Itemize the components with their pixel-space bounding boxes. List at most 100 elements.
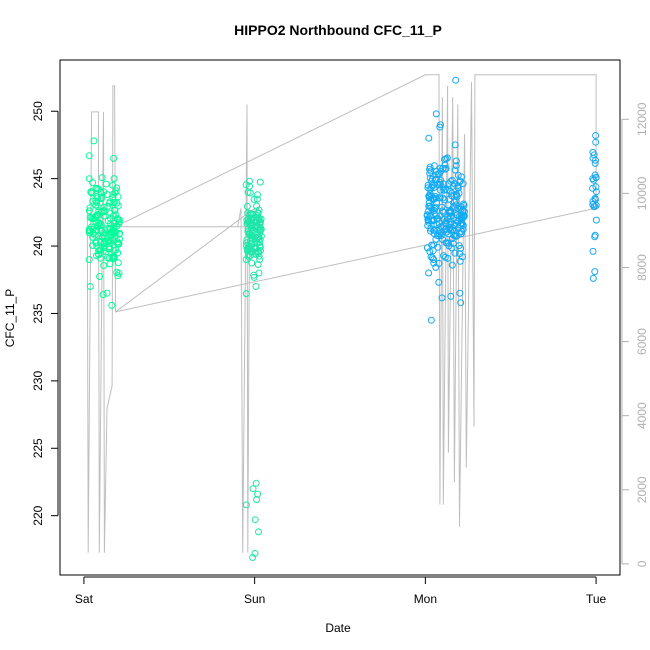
data-point-sat-113 bbox=[97, 195, 105, 203]
y2-tick-label-2: 4000 bbox=[635, 402, 649, 429]
y2-axis: 0 2000 4000 6000 8000 10000 12000 bbox=[621, 102, 649, 567]
data-point-mon-124 bbox=[452, 162, 460, 170]
data-point-tue-24 bbox=[589, 184, 597, 192]
data-point-mon-233 bbox=[432, 110, 440, 118]
data-point-sat-56 bbox=[92, 197, 100, 205]
chart-title: HIPPO2 Northbound CFC_11_P bbox=[234, 22, 442, 38]
data-point-mon-234 bbox=[452, 76, 460, 84]
data-point-sat-84 bbox=[95, 219, 103, 227]
data-point-sun-91 bbox=[253, 195, 261, 203]
x-tick-label-3: Tue bbox=[586, 592, 607, 606]
data-point-sat-124 bbox=[100, 212, 108, 220]
data-point-mon-153 bbox=[440, 215, 448, 223]
data-point-sun-108 bbox=[248, 232, 256, 239]
data-point-mon-237 bbox=[451, 141, 459, 149]
data-point-mon-110 bbox=[447, 292, 455, 300]
data-point-tue-6 bbox=[591, 159, 599, 167]
data-point-sat-144 bbox=[115, 240, 123, 248]
data-point-sat-81 bbox=[114, 202, 122, 210]
x-tick-label-0: Sat bbox=[75, 592, 94, 606]
data-point-sun-119 bbox=[254, 226, 262, 234]
data-point-sat-112 bbox=[89, 179, 97, 187]
data-point-tue-17 bbox=[589, 175, 597, 183]
data-point-sat-150 bbox=[89, 214, 97, 222]
data-point-mon-215 bbox=[436, 212, 444, 220]
data-point-mon-212 bbox=[447, 209, 455, 217]
data-point-mon-87 bbox=[426, 185, 434, 193]
data-point-mon-191 bbox=[454, 204, 462, 212]
data-point-mon-126 bbox=[429, 194, 437, 202]
data-point-sat-95 bbox=[89, 242, 97, 249]
data-point-tue-28 bbox=[592, 138, 600, 146]
data-point-mon-220 bbox=[456, 177, 464, 185]
data-point-mon-194 bbox=[449, 226, 457, 234]
data-point-tue-21 bbox=[591, 231, 599, 239]
y-tick-label-1: 225 bbox=[31, 438, 45, 458]
data-point-mon-166 bbox=[449, 240, 457, 247]
data-point-sat-114 bbox=[113, 240, 121, 247]
data-point-sun-85 bbox=[243, 220, 251, 228]
data-point-sun-43 bbox=[250, 196, 258, 203]
data-point-mon-131 bbox=[424, 222, 432, 229]
data-point-mon-96 bbox=[443, 154, 451, 162]
data-point-sat-156 bbox=[107, 220, 114, 228]
y2-tick-label-6: 12000 bbox=[635, 102, 649, 136]
data-point-mon-139 bbox=[441, 253, 449, 261]
data-point-mon-184 bbox=[451, 249, 459, 257]
data-point-sun-127 bbox=[251, 516, 259, 524]
data-point-sat-125 bbox=[107, 237, 115, 245]
data-point-mon-188 bbox=[441, 165, 449, 173]
data-point-mon-79 bbox=[441, 196, 448, 204]
data-point-mon-172 bbox=[455, 242, 463, 250]
data-point-mon-107 bbox=[427, 253, 435, 261]
data-point-sat-92 bbox=[100, 239, 108, 247]
data-point-tue-23 bbox=[589, 197, 597, 205]
data-point-mon-229 bbox=[437, 232, 445, 239]
y-tick-label-3: 235 bbox=[31, 303, 45, 323]
data-point-tue-20 bbox=[592, 173, 600, 181]
data-point-mon-221 bbox=[423, 211, 431, 219]
data-point-sat-137 bbox=[105, 245, 113, 253]
data-point-mon-155 bbox=[435, 230, 443, 238]
data-point-sat-96 bbox=[109, 193, 117, 201]
data-point-mon-232 bbox=[435, 278, 443, 286]
y-tick-label-4: 240 bbox=[31, 236, 45, 256]
x-tick-label-2: Mon bbox=[414, 592, 437, 606]
data-point-sat-94 bbox=[105, 229, 113, 237]
data-point-mon-206 bbox=[451, 232, 459, 240]
data-point-mon-168 bbox=[453, 193, 461, 201]
data-point-sat-159 bbox=[86, 227, 94, 235]
data-point-sat-106 bbox=[110, 198, 118, 206]
data-point-sat-27 bbox=[114, 259, 122, 267]
data-point-mon-225 bbox=[451, 166, 459, 174]
y-axis-label: CFC_11_P bbox=[3, 289, 17, 347]
data-point-mon-121 bbox=[433, 199, 440, 207]
data-point-mon-156 bbox=[427, 227, 434, 235]
data-point-sun-70 bbox=[242, 290, 250, 298]
data-point-sun-104 bbox=[246, 189, 254, 197]
data-point-sun-112 bbox=[248, 229, 256, 237]
data-point-sat-98 bbox=[92, 239, 100, 247]
data-point-mon-226 bbox=[432, 168, 440, 176]
data-point-mon-36 bbox=[448, 189, 456, 197]
data-point-mon-198 bbox=[444, 230, 452, 238]
data-point-mon-165 bbox=[426, 248, 434, 256]
data-point-sun-121 bbox=[246, 177, 254, 185]
data-point-mon-224 bbox=[439, 222, 447, 230]
data-point-mon-99 bbox=[448, 261, 456, 269]
data-point-mon-63 bbox=[438, 294, 446, 302]
y2-tick-label-5: 10000 bbox=[635, 176, 649, 210]
data-point-sun-82 bbox=[257, 247, 264, 254]
data-point-mon-211 bbox=[436, 186, 444, 194]
data-point-sat-48 bbox=[89, 197, 97, 205]
data-point-mon-169 bbox=[437, 176, 445, 184]
data-point-mon-152 bbox=[428, 192, 435, 200]
data-point-sun-109 bbox=[244, 251, 252, 259]
data-point-sun-114 bbox=[252, 245, 260, 253]
data-point-mon-236 bbox=[425, 134, 433, 142]
data-point-sun-17 bbox=[254, 261, 262, 268]
data-point-sat-108 bbox=[115, 230, 123, 238]
data-point-mon-133 bbox=[441, 161, 449, 169]
data-point-sat-140 bbox=[108, 228, 116, 236]
x-tick-label-1: Sun bbox=[244, 592, 265, 606]
